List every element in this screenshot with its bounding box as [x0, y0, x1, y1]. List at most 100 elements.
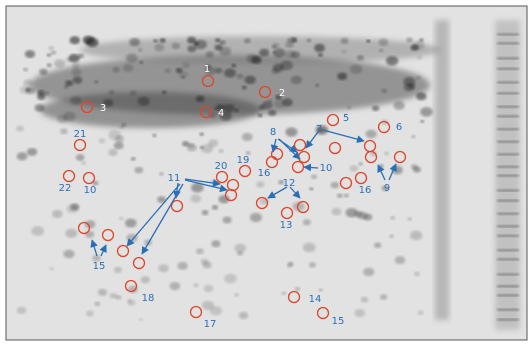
spot [204, 285, 214, 293]
marker-band [497, 294, 519, 297]
spot [309, 262, 316, 267]
spot [268, 110, 276, 116]
spot [242, 133, 253, 141]
spot [386, 56, 398, 66]
spot [318, 53, 323, 57]
spot-label: 2 [279, 88, 285, 99]
marker-band [497, 57, 519, 60]
spot [380, 294, 387, 300]
spot [363, 268, 374, 277]
spot [128, 299, 136, 305]
spot [315, 84, 319, 87]
spot [110, 293, 117, 298]
spot [54, 59, 65, 68]
spot [306, 38, 311, 42]
spot [239, 312, 249, 319]
spot [340, 38, 348, 44]
spot [407, 217, 412, 221]
spot [366, 130, 377, 139]
spot [125, 219, 137, 228]
spot-label: 6 [396, 122, 402, 133]
spot-label: 14 [309, 294, 322, 305]
marker-band [497, 225, 519, 228]
spot [76, 154, 85, 161]
spot-label: 3 [100, 103, 106, 114]
spot [372, 105, 379, 111]
spot [162, 90, 167, 94]
marker-band [497, 141, 519, 144]
spot [404, 83, 414, 91]
spot [52, 210, 63, 218]
spot [60, 128, 68, 134]
spot [34, 104, 44, 112]
spot [357, 55, 364, 60]
spot [337, 73, 347, 81]
spot [295, 287, 301, 291]
spot-label: 16 [359, 185, 372, 196]
spot [193, 283, 198, 287]
spot [331, 208, 341, 216]
spot [70, 96, 81, 105]
spot [23, 68, 28, 72]
spot [416, 76, 421, 80]
spot [25, 50, 35, 58]
spot-label: 10 [84, 185, 97, 196]
spot [410, 231, 422, 241]
spot [287, 263, 293, 268]
spot [272, 51, 276, 54]
spot [350, 64, 362, 74]
marker-band [497, 68, 519, 71]
spot [346, 208, 358, 217]
spot [222, 216, 231, 223]
spot [406, 37, 413, 42]
spot [420, 107, 433, 117]
marker-band [497, 166, 519, 169]
spot [94, 301, 100, 306]
spot [23, 79, 33, 86]
spot [83, 36, 95, 45]
spot [202, 210, 209, 215]
spot-label: 15 [332, 316, 345, 327]
spot-label: 8 [270, 127, 276, 138]
spot [126, 54, 138, 63]
spot [119, 217, 124, 221]
spot-label: 12 [283, 178, 296, 189]
spot [200, 146, 204, 149]
spot [319, 288, 323, 291]
spot [65, 80, 73, 86]
spot [177, 262, 188, 270]
spot [108, 149, 117, 156]
spot [210, 306, 222, 315]
spot [347, 106, 352, 110]
spot [182, 63, 189, 69]
spot [259, 49, 269, 57]
spot [389, 234, 394, 237]
spot [49, 267, 54, 271]
spot [130, 90, 137, 95]
spot [208, 139, 218, 147]
spot [331, 182, 339, 188]
marker-band [497, 309, 519, 312]
marker-band [497, 174, 519, 177]
spot [37, 90, 44, 95]
spot [361, 297, 369, 303]
marker-band [497, 213, 519, 216]
spot [285, 50, 295, 58]
marker-band [497, 106, 519, 109]
marker-band [497, 92, 519, 95]
spot [17, 152, 28, 160]
marker-band [497, 128, 519, 130]
spot [224, 68, 236, 77]
lane [435, 20, 449, 320]
spot-label: 21 [74, 129, 87, 140]
spot [411, 135, 415, 138]
spot [311, 174, 317, 179]
spot [420, 120, 424, 123]
marker-band [497, 235, 519, 238]
spot [350, 165, 359, 172]
spot [85, 231, 94, 238]
spot [341, 50, 346, 54]
spot [39, 69, 47, 75]
spot [337, 194, 343, 198]
spot [139, 61, 143, 64]
